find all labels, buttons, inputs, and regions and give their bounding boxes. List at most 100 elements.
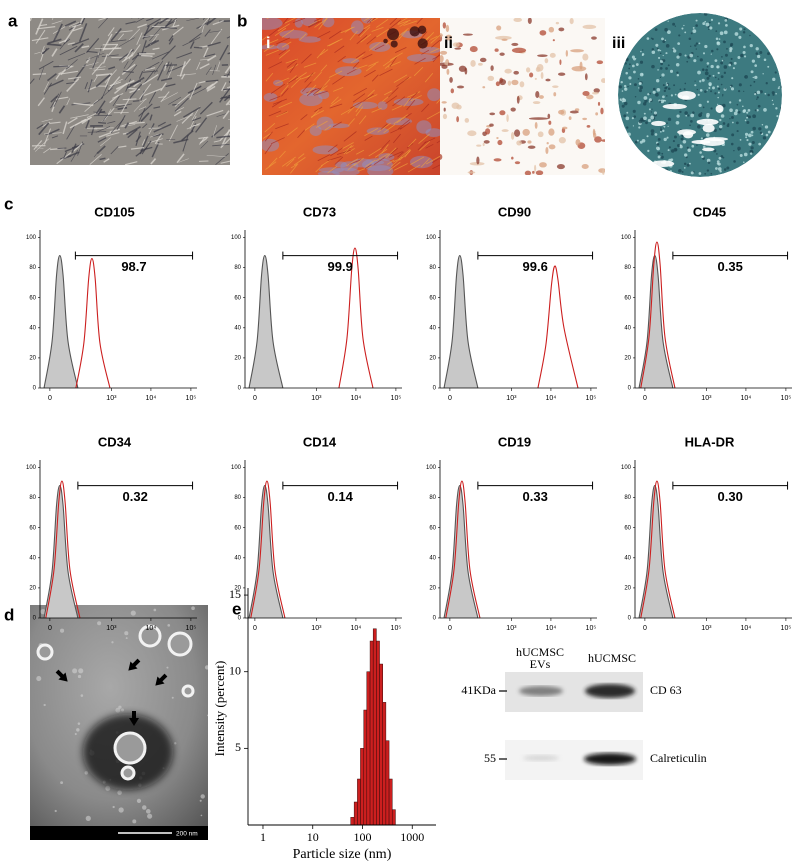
cell (121, 124, 136, 128)
fiber (300, 114, 308, 121)
cell (121, 63, 136, 76)
cell (212, 20, 224, 26)
fiber (331, 96, 339, 105)
texture-dot (727, 123, 730, 126)
cell (196, 61, 201, 71)
fiber (363, 18, 370, 22)
cell (32, 73, 47, 76)
cell (49, 121, 61, 124)
x-tick-label: 10⁵ (586, 625, 597, 632)
arrow (129, 711, 139, 726)
cell (35, 18, 44, 35)
fiber (364, 164, 372, 170)
fiber (292, 18, 306, 24)
texture-dot (695, 24, 698, 27)
lipid-spot (540, 71, 544, 80)
texture-dot (628, 63, 631, 66)
cell (93, 127, 114, 130)
texture-dot (670, 149, 675, 153)
fiber (380, 123, 388, 130)
fiber (356, 51, 366, 59)
y-tick-label: 20 (234, 355, 241, 361)
texture-dot (764, 92, 767, 95)
y-tick-label: 0 (433, 386, 437, 392)
gate-value: 98.7 (121, 259, 146, 274)
texture-dot (713, 128, 717, 133)
texture-dot (767, 93, 770, 97)
y-tick-label: 20 (29, 355, 36, 361)
cell (174, 93, 191, 107)
cell (219, 129, 230, 141)
texture-dot (663, 137, 667, 142)
cell (200, 58, 211, 61)
cell (90, 126, 95, 136)
texture-dot (720, 13, 723, 14)
texture-dot (776, 115, 779, 118)
debris (60, 628, 65, 633)
fiber (407, 91, 421, 98)
lipid-spot (548, 26, 555, 33)
texture-dot (647, 149, 650, 153)
fiber (352, 61, 360, 69)
texture-dot (702, 68, 705, 71)
chart-title: CD105 (94, 204, 134, 219)
fiber (286, 127, 298, 136)
texture-dot (731, 121, 734, 124)
debris (136, 798, 142, 803)
fiber (431, 39, 440, 48)
texture-dot (717, 96, 719, 99)
fiber (271, 100, 283, 108)
cell (160, 91, 170, 103)
texture-dot (729, 14, 731, 17)
texture-dot (686, 146, 689, 149)
fiber (327, 165, 338, 174)
cell (161, 45, 176, 60)
texture-dot (718, 156, 722, 160)
fiber (267, 27, 280, 38)
fiber (313, 71, 322, 82)
cell (85, 52, 105, 61)
texture-dot (648, 108, 651, 111)
texture-dot (715, 176, 719, 177)
texture-dot (645, 121, 648, 125)
cell (199, 101, 213, 115)
histogram-area (444, 485, 478, 618)
lipid-spot (441, 101, 447, 104)
texture-dot (697, 55, 699, 58)
fiber (423, 137, 436, 144)
bar (369, 640, 374, 826)
chart-title: CD14 (303, 434, 337, 449)
fiber (266, 18, 270, 19)
cell (126, 76, 145, 89)
fiber (389, 18, 398, 25)
y-tick-label: 20 (429, 355, 436, 361)
cell (189, 82, 198, 100)
texture-dot (639, 60, 644, 64)
histogram-line (43, 255, 79, 389)
cell (43, 132, 62, 135)
texture-dot (686, 163, 690, 167)
fiber (276, 37, 290, 45)
vesicle (167, 631, 193, 657)
lipid-spot (511, 42, 519, 46)
cell (106, 132, 120, 137)
histogram-line (445, 480, 481, 619)
texture-dot (710, 90, 713, 93)
cell (207, 41, 221, 47)
fiber (432, 164, 440, 170)
debris (166, 666, 169, 669)
fiber (414, 57, 426, 65)
lipid-spot (547, 113, 551, 119)
cell (102, 53, 109, 64)
texture-dot (718, 38, 721, 40)
texture-dot (641, 52, 645, 56)
x-tick-label: 10³ (106, 625, 117, 632)
texture-dot (660, 99, 665, 104)
texture-dot (721, 103, 726, 108)
texture-dot (692, 111, 695, 114)
cell (160, 77, 173, 82)
texture-dot (720, 155, 724, 158)
texture-dot (672, 49, 677, 53)
cell (227, 103, 230, 105)
texture-dot (677, 42, 681, 46)
